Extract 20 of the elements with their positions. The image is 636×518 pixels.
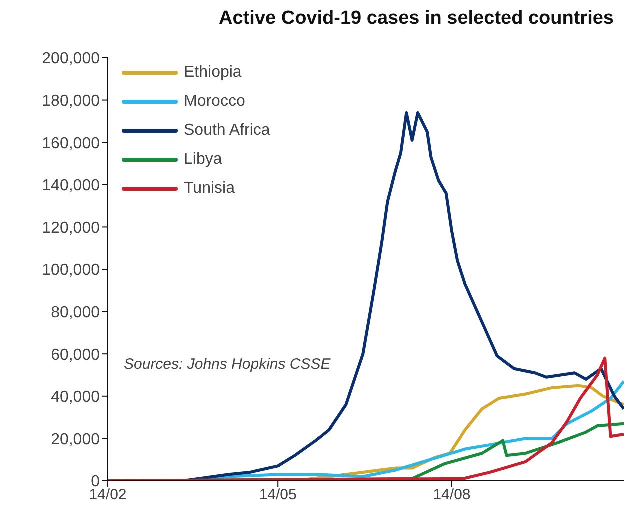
- legend-label: Morocco: [184, 92, 246, 112]
- legend-label: Tunisia: [184, 179, 235, 199]
- y-tick-label: 40,000: [51, 389, 100, 406]
- x-tick-label: 14/05: [259, 486, 297, 504]
- y-tick-label: 100,000: [42, 262, 100, 280]
- chart-title: Active Covid-19 cases in selected countries: [218, 8, 615, 31]
- y-tick-label: 140,000: [42, 178, 100, 195]
- y-tick-label: 160,000: [42, 135, 100, 152]
- y-tick-label: 120,000: [42, 220, 100, 237]
- legend-label: Libya: [184, 150, 222, 170]
- x-tick-label: 14/08: [433, 486, 471, 504]
- x-tick-label: 14/02: [89, 486, 127, 504]
- y-tick-label: 80,000: [51, 304, 100, 322]
- legend-label: South Africa: [184, 121, 270, 141]
- legend-label: Ethiopia: [184, 63, 242, 83]
- y-tick-label: 180,000: [42, 92, 100, 110]
- y-tick-label: 20,000: [51, 431, 100, 448]
- y-tick-label: 200,000: [42, 50, 100, 68]
- y-tick-label: 60,000: [51, 346, 100, 364]
- annotation: Sources: Johns Hopkins CSSE: [124, 356, 331, 373]
